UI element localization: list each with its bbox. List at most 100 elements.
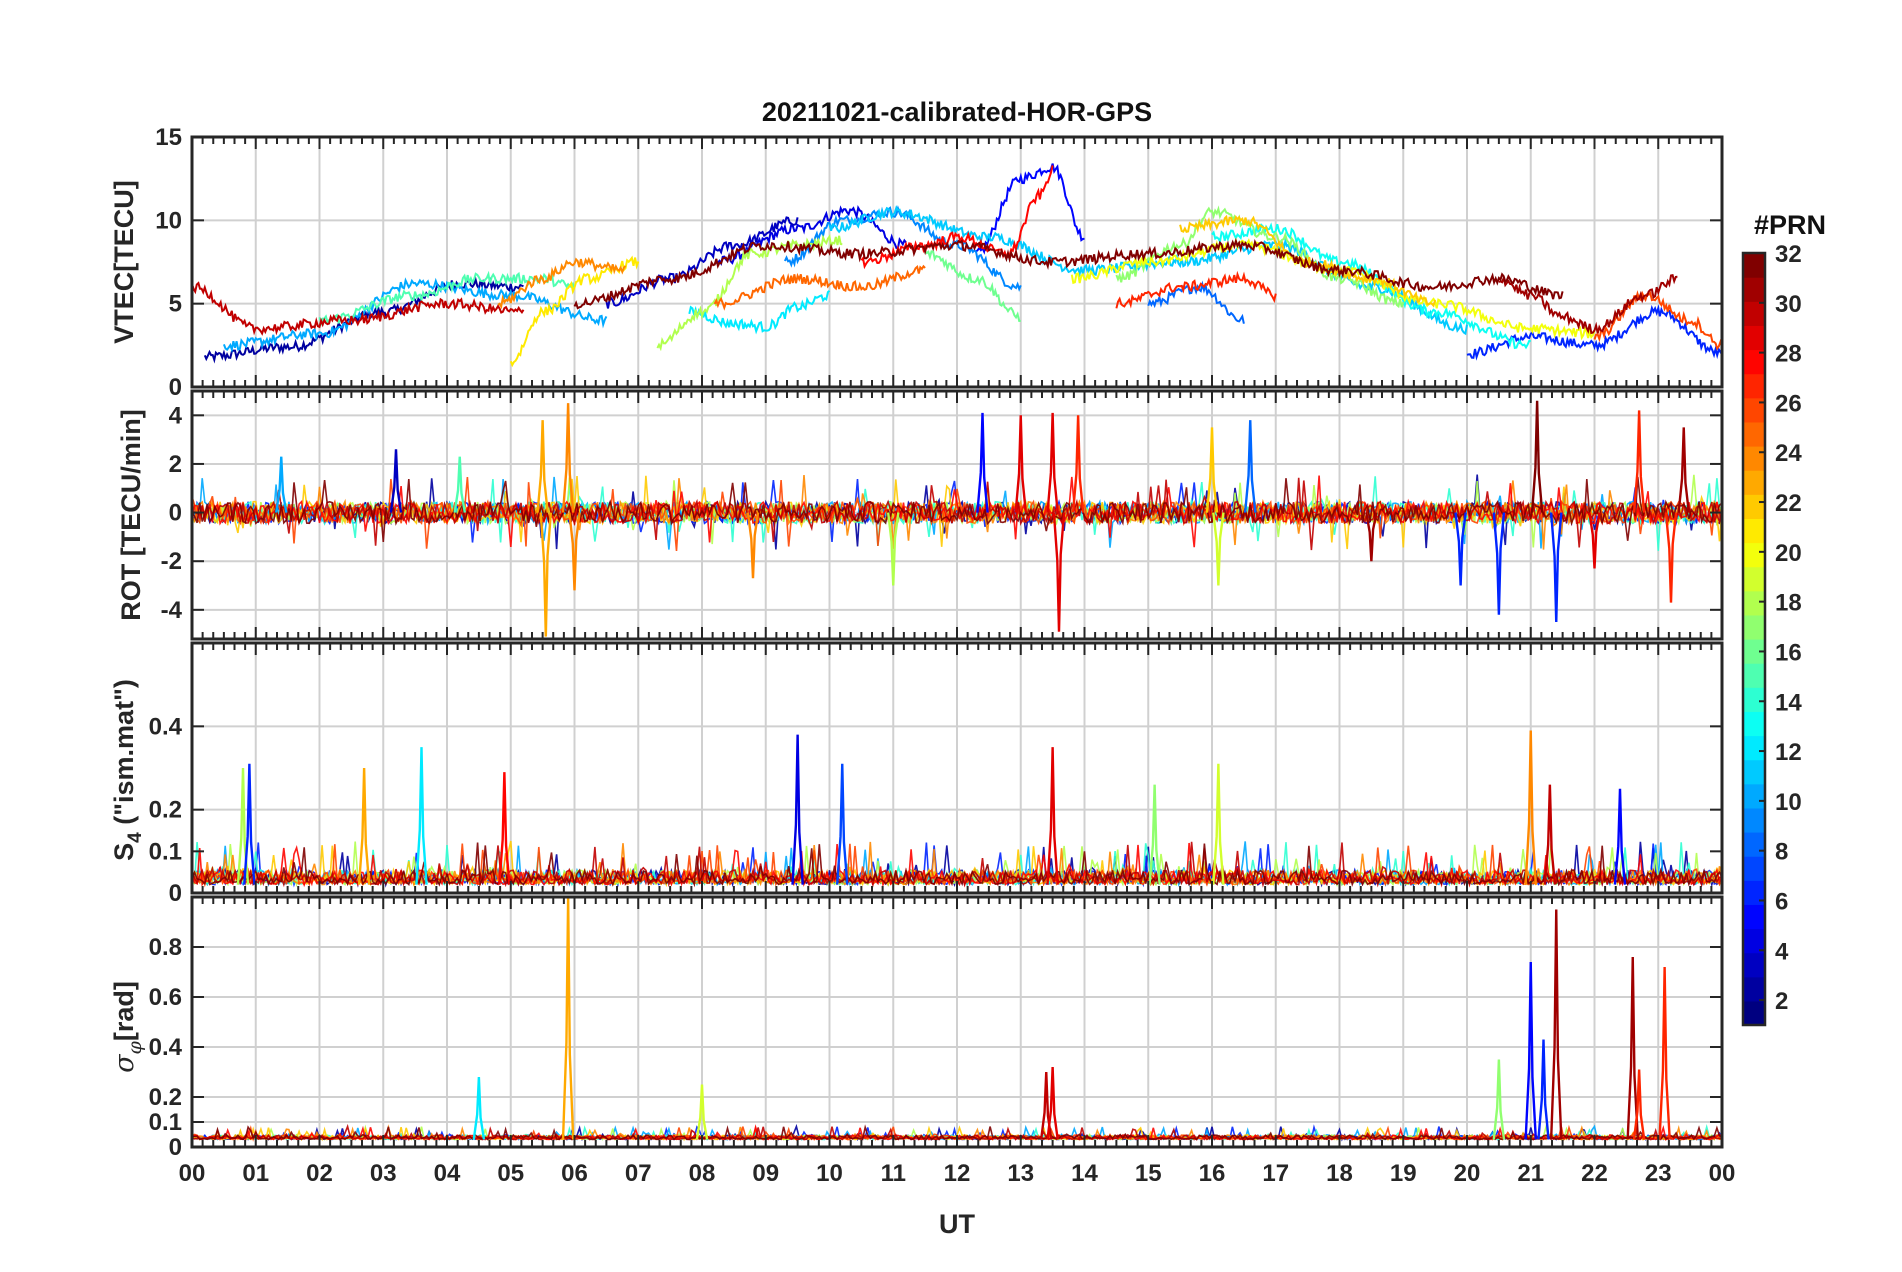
colorbar-tick-label: 18	[1775, 590, 1802, 617]
x-axis-label: UT	[939, 1209, 975, 1239]
rot-spike	[274, 456, 288, 513]
rot-y-tick-label: 2	[169, 451, 182, 478]
colorbar-segment	[1743, 807, 1765, 833]
sigma_phi-spike	[1524, 961, 1538, 1140]
s4-y-axis-label: S4 ("ism.mat")	[109, 679, 146, 861]
sigma_phi-spike	[1658, 966, 1671, 1140]
colorbar-tick-label: 28	[1775, 341, 1802, 368]
vtec-series-prn-17	[1115, 205, 1405, 309]
colorbar-segment	[1743, 687, 1765, 712]
colorbar-segment	[1743, 253, 1765, 278]
rot-spike	[1588, 512, 1601, 569]
colorbar-segment	[1743, 1000, 1765, 1026]
colorbar-segment	[1743, 880, 1765, 905]
sigma_phi-y-tick-label: 0.2	[149, 1084, 182, 1111]
rot-y-tick-label: -4	[161, 597, 183, 624]
x-tick-label: 18	[1326, 1160, 1353, 1187]
s4-y-tick-label: 0.2	[149, 797, 182, 824]
rot-spike	[389, 449, 403, 513]
colorbar-tick-label: 20	[1775, 540, 1802, 567]
colorbar-segment	[1743, 783, 1765, 809]
sigma_phi-spike	[561, 897, 575, 1140]
colorbar-tick-label: 4	[1775, 938, 1789, 965]
colorbar-segment	[1743, 976, 1765, 1002]
x-tick-label: 22	[1581, 1160, 1608, 1187]
s4-spike	[1613, 788, 1627, 885]
x-tick-label: 14	[1071, 1160, 1098, 1187]
x-tick-label: 09	[752, 1160, 779, 1187]
sigma_phi-spike	[1549, 909, 1563, 1140]
rot-spike	[1071, 415, 1085, 513]
phi-subscript: φ	[124, 1040, 146, 1054]
vtec-y-tick-label: 5	[169, 291, 182, 318]
sigma_phi-spike	[1492, 1059, 1506, 1140]
vtec-series-prn-18	[656, 233, 843, 352]
colorbar-segment	[1743, 518, 1765, 544]
s4-spike	[1148, 784, 1161, 885]
vtec-series-prn-15	[318, 270, 576, 327]
colorbar-tick-label: 10	[1775, 789, 1802, 816]
x-tick-label: 17	[1262, 1160, 1289, 1187]
s4-spike	[1212, 763, 1225, 885]
colorbar-tick-label: 2	[1775, 988, 1788, 1015]
rot-spike	[1492, 512, 1506, 615]
rot-spike	[1205, 427, 1219, 513]
rot-noise-prn-32	[192, 476, 1722, 542]
x-tick-label: 06	[561, 1160, 588, 1187]
x-tick-label: 13	[1007, 1160, 1034, 1187]
colorbar-segment	[1743, 952, 1765, 978]
rot-spike	[1046, 412, 1059, 513]
vtec-series-prn-10	[222, 277, 608, 354]
x-tick-label: 11	[881, 1160, 906, 1187]
colorbar-tick-label: 26	[1775, 390, 1802, 417]
colorbar-segment	[1743, 542, 1765, 568]
rot-spike	[1549, 512, 1563, 623]
vtec-y-tick-label: 10	[155, 207, 182, 234]
colorbar-segment	[1743, 421, 1765, 447]
vtec-series-prn-25	[713, 264, 926, 311]
rot-spike	[1365, 512, 1378, 562]
x-tick-label: 23	[1645, 1160, 1672, 1187]
svg-text:σφ[rad]: σφ[rad]	[109, 981, 146, 1073]
colorbar-tick-label: 24	[1775, 440, 1802, 467]
vtec-y-tick-label: 0	[169, 374, 182, 401]
colorbar-frame	[1741, 251, 1767, 1027]
s4-spike	[1046, 747, 1059, 885]
sigma_phi-spike	[1626, 956, 1640, 1140]
x-tick-label: 07	[625, 1160, 652, 1187]
s4-spike	[415, 747, 428, 885]
vtec-series-prn-30	[192, 281, 525, 336]
colorbar-segment	[1743, 663, 1765, 688]
x-tick-label: 19	[1390, 1160, 1417, 1187]
colorbar-tick-label: 16	[1775, 639, 1802, 666]
vtec-series-prn-31	[1498, 274, 1678, 335]
colorbar-tick-label: 6	[1775, 888, 1788, 915]
rot-spike	[1664, 512, 1678, 603]
x-tick-labels: 00 01 02 03 04 05 06 07 08 09 10 11 12 13 14 15 16 17 18 19…	[179, 1160, 1736, 1187]
rot-data	[192, 400, 1722, 637]
rot-spike	[886, 512, 900, 586]
colorbar-segment	[1743, 856, 1765, 881]
rot-noise-prn-10	[192, 476, 1722, 550]
sigma_phi-y-tick-label: 0.8	[149, 934, 182, 961]
colorbar-segment	[1743, 566, 1765, 592]
colorbar-segment	[1743, 397, 1765, 423]
rot-panel: -4 -2 0 2 4	[161, 389, 1724, 641]
vtec-series-prn-26	[1593, 290, 1722, 351]
colorbar-tick-label: 8	[1775, 839, 1788, 866]
vtec-series-prn-24	[497, 256, 627, 310]
rot-y-tick-label: -2	[161, 548, 182, 575]
x-tick-label: 12	[944, 1160, 971, 1187]
colorbar-tick-label: 30	[1775, 291, 1802, 318]
s4-spike	[1524, 730, 1538, 885]
vtec-series-prn-3	[605, 216, 799, 309]
vtec-series-prn-27	[1115, 270, 1277, 309]
rot-spike	[1052, 512, 1066, 632]
x-tick-label: 08	[689, 1160, 716, 1187]
colorbar-segment	[1743, 325, 1765, 351]
vtec-series-prn-11	[828, 205, 1468, 336]
vtec-series-prn-16	[924, 250, 1021, 323]
s4-spike	[835, 763, 849, 885]
vtec-series-prn-12	[688, 289, 831, 335]
s4-spike	[498, 772, 511, 885]
